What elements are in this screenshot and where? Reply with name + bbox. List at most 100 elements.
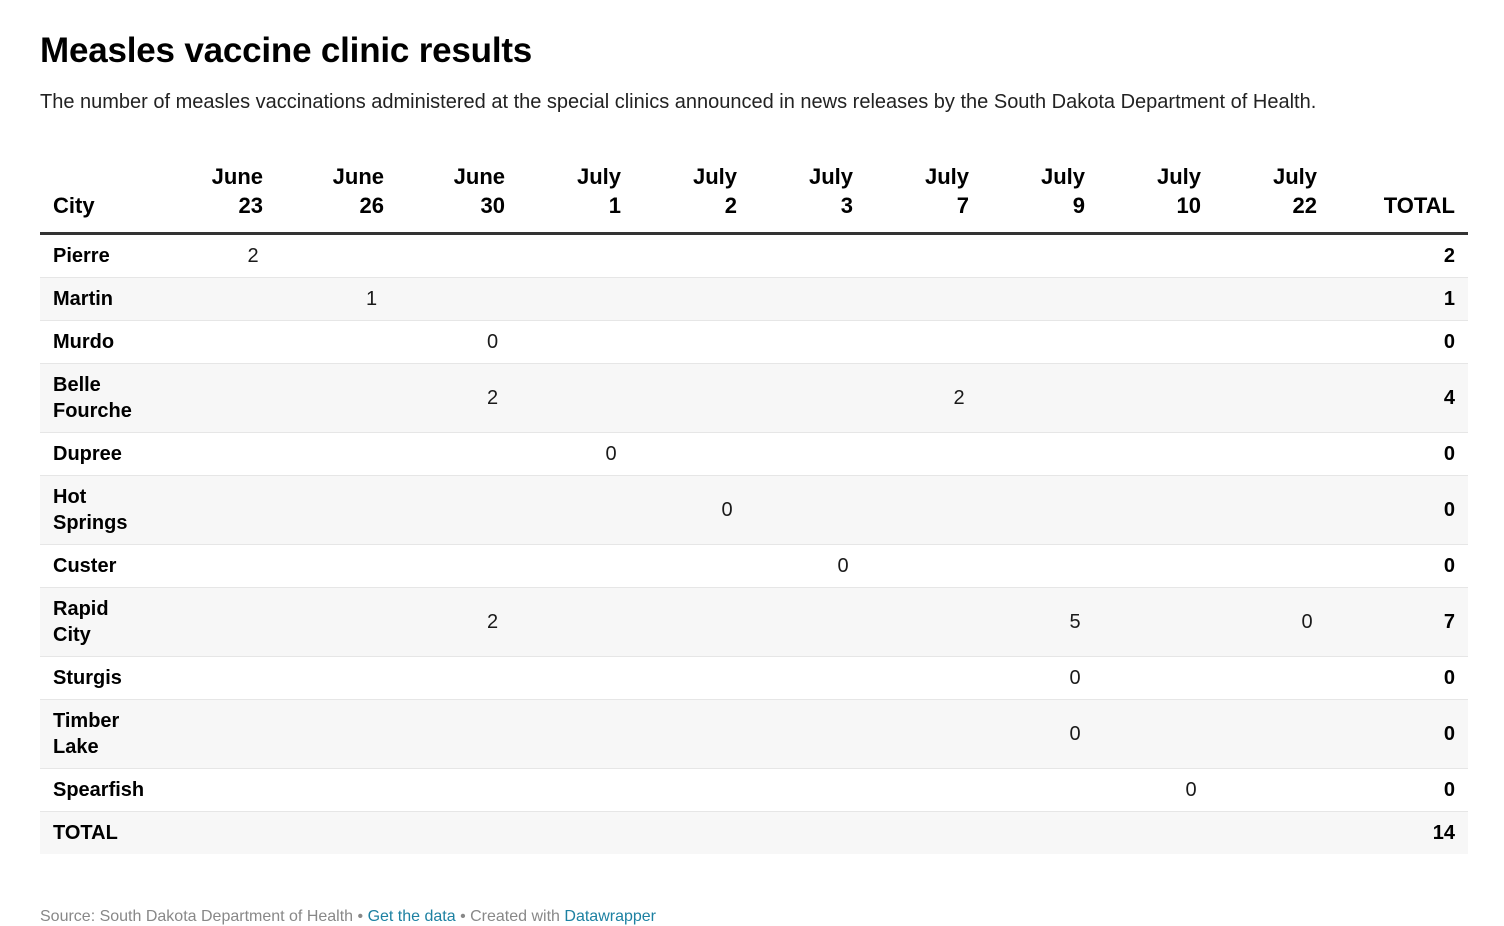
value-cell	[871, 768, 987, 812]
header-label: July	[1272, 164, 1317, 189]
header-label: 10	[1176, 193, 1201, 218]
value-cell: 0	[987, 656, 1103, 700]
value-cell	[165, 363, 281, 433]
value-cell: 0	[639, 475, 755, 545]
table-row: Spearfish 0 0	[40, 768, 1468, 812]
value-cell	[755, 811, 871, 854]
value-cell	[639, 277, 755, 321]
city-cell: Timber Lake	[40, 699, 165, 769]
value-cell: 2	[402, 587, 523, 657]
value-cell	[523, 363, 639, 433]
city-cell: Murdo	[40, 320, 165, 364]
data-table: City June 23 June 26 June 30 July 1 July 2 July 3 Jul…	[40, 162, 1468, 854]
table-row: Hot Springs 0 0	[40, 475, 1468, 545]
value-cell	[281, 475, 402, 545]
row-total-cell: 0	[1335, 768, 1468, 812]
value-cell: 2	[165, 233, 281, 278]
value-cell	[639, 233, 755, 278]
value-cell	[871, 699, 987, 769]
value-cell: 0	[523, 432, 639, 476]
value-cell: 2	[871, 363, 987, 433]
table-header-row: City June 23 June 26 June 30 July 1 July 2 July 3 Jul…	[40, 162, 1468, 235]
value-cell	[281, 363, 402, 433]
header-date: June 26	[281, 162, 402, 235]
city-cell: Martin	[40, 277, 165, 321]
table-row: Belle Fourche 2 2 4	[40, 363, 1468, 433]
header-date: June 23	[165, 162, 281, 235]
value-cell	[281, 544, 402, 588]
header-date: July 7	[871, 162, 987, 235]
value-cell	[402, 475, 523, 545]
value-cell	[639, 587, 755, 657]
row-total-cell: 7	[1335, 587, 1468, 657]
value-cell	[281, 656, 402, 700]
value-cell	[523, 699, 639, 769]
value-cell	[755, 587, 871, 657]
value-cell	[165, 475, 281, 545]
get-data-link[interactable]: Get the data	[367, 908, 456, 925]
value-cell	[523, 768, 639, 812]
chart-container: Measles vaccine clinic results The numbe…	[40, 30, 1468, 854]
value-cell	[402, 699, 523, 769]
header-label: 9	[1072, 193, 1085, 218]
value-cell	[1219, 699, 1335, 769]
header-label: June	[211, 164, 263, 189]
header-date: July 2	[639, 162, 755, 235]
value-cell	[871, 277, 987, 321]
value-cell	[1219, 320, 1335, 364]
value-cell	[871, 233, 987, 278]
city-cell: Sturgis	[40, 656, 165, 700]
value-cell	[165, 811, 281, 854]
header-label: 7	[956, 193, 969, 218]
value-cell	[1219, 811, 1335, 854]
value-cell: 1	[281, 277, 402, 321]
city-cell: Dupree	[40, 432, 165, 476]
value-cell	[639, 699, 755, 769]
value-cell	[1103, 320, 1219, 364]
table-row: Timber Lake 0 0	[40, 699, 1468, 769]
value-cell	[639, 432, 755, 476]
table-row: Sturgis 0 0	[40, 656, 1468, 700]
header-city: City	[40, 162, 165, 235]
value-cell	[987, 544, 1103, 588]
value-cell	[165, 768, 281, 812]
row-total-cell: 2	[1335, 233, 1468, 278]
header-label: TOTAL	[1383, 193, 1455, 218]
header-label: July	[1156, 164, 1201, 189]
value-cell	[402, 233, 523, 278]
value-cell	[1219, 656, 1335, 700]
value-cell: 0	[1219, 587, 1335, 657]
value-cell	[639, 544, 755, 588]
value-cell	[165, 699, 281, 769]
table-row: Murdo 0 0	[40, 320, 1468, 364]
value-cell	[1103, 432, 1219, 476]
value-cell	[755, 277, 871, 321]
value-cell	[1219, 233, 1335, 278]
value-cell	[987, 475, 1103, 545]
row-total-cell: 4	[1335, 363, 1468, 433]
value-cell	[165, 277, 281, 321]
value-cell	[1103, 656, 1219, 700]
city-cell: Custer	[40, 544, 165, 588]
header-label: 26	[359, 193, 384, 218]
value-cell	[523, 475, 639, 545]
row-total-cell: 0	[1335, 475, 1468, 545]
header-label: July	[1040, 164, 1085, 189]
header-label: July	[692, 164, 737, 189]
value-cell	[281, 587, 402, 657]
value-cell	[871, 320, 987, 364]
table-row: Dupree 0 0	[40, 432, 1468, 476]
value-cell	[1219, 432, 1335, 476]
value-cell	[755, 768, 871, 812]
value-cell	[639, 656, 755, 700]
datawrapper-link[interactable]: Datawrapper	[564, 908, 656, 925]
value-cell	[523, 587, 639, 657]
value-cell	[402, 656, 523, 700]
value-cell: 2	[402, 363, 523, 433]
source-text: Source: South Dakota Department of Healt…	[40, 908, 368, 925]
table-row: Martin 1 1	[40, 277, 1468, 321]
value-cell	[523, 811, 639, 854]
city-cell: Belle Fourche	[40, 363, 165, 433]
value-cell: 0	[987, 699, 1103, 769]
value-cell	[1103, 544, 1219, 588]
